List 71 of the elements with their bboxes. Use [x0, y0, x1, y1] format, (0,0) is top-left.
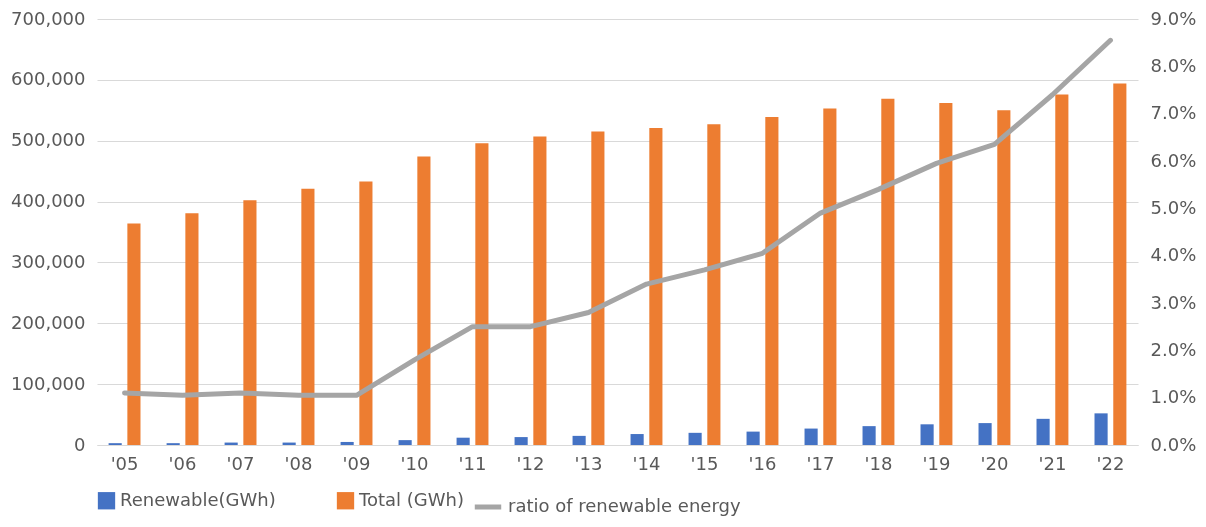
y2-tick-label: 1.0% [1150, 386, 1197, 408]
x-tick-label: '07 [226, 452, 255, 474]
bar [417, 156, 431, 445]
bar [572, 435, 586, 445]
x-tick-label: '06 [168, 452, 197, 474]
legend-label: ratio of renewable energy [508, 495, 741, 516]
bar [649, 127, 663, 445]
x-tick-label: '20 [980, 452, 1009, 474]
x-tick-label: '17 [806, 452, 835, 474]
bar [514, 437, 528, 445]
bar [398, 440, 412, 445]
bar [630, 434, 644, 445]
y2-tick-label: 4.0% [1150, 244, 1197, 266]
bar [881, 98, 895, 445]
bar [978, 423, 992, 445]
y-tick-label: 300,000 [11, 250, 86, 272]
y2-tick-label: 3.0% [1150, 291, 1197, 313]
x-tick-label: '22 [1096, 452, 1125, 474]
bar [862, 426, 876, 445]
bar [765, 116, 779, 445]
y-tick-label: 500,000 [11, 129, 86, 151]
bar [456, 437, 470, 445]
x-tick-label: '05 [110, 452, 139, 474]
bar [1094, 413, 1108, 445]
y-tick-label: 100,000 [11, 372, 86, 394]
bar [707, 124, 721, 445]
x-tick-label: '10 [400, 452, 429, 474]
x-tick-label: '14 [632, 452, 661, 474]
bar [1036, 418, 1050, 445]
y-tick-label: 700,000 [11, 7, 86, 29]
bar [823, 108, 837, 445]
y2-tick-label: 6.0% [1150, 149, 1197, 171]
legend-label: Renewable(GWh) [120, 488, 276, 510]
bar [746, 431, 760, 445]
bar [185, 213, 199, 445]
bar [1113, 83, 1127, 445]
bar [127, 223, 141, 445]
bar [359, 181, 373, 445]
y2-tick-label: 8.0% [1150, 54, 1197, 76]
bar [475, 143, 489, 445]
x-tick-label: '21 [1038, 452, 1067, 474]
y2-tick-label: 9.0% [1150, 7, 1197, 29]
x-tick-label: '15 [690, 452, 719, 474]
bar [939, 102, 953, 445]
x-tick-label: '13 [574, 452, 603, 474]
bar [591, 131, 605, 445]
y2-tick-label: 7.0% [1150, 102, 1197, 124]
x-tick-label: '08 [284, 452, 313, 474]
x-tick-label: '12 [516, 452, 545, 474]
bar [340, 441, 354, 445]
bar [243, 200, 257, 445]
y2-tick-label: 2.0% [1150, 338, 1197, 360]
y2-tick-label: 5.0% [1150, 196, 1197, 218]
bar [301, 188, 315, 445]
x-tick-label: '18 [864, 452, 893, 474]
x-tick-label: '11 [458, 452, 487, 474]
y2-tick-label: 0.0% [1150, 433, 1197, 455]
bar [533, 136, 547, 445]
y-tick-label: 400,000 [11, 190, 86, 212]
bar [1055, 94, 1069, 445]
y-tick-label: 600,000 [11, 68, 86, 90]
bar [920, 424, 934, 445]
y-tick-label: 200,000 [11, 311, 86, 333]
x-tick-label: '09 [342, 452, 371, 474]
x-tick-label: '16 [748, 452, 777, 474]
bar [688, 432, 702, 445]
bar [804, 428, 818, 445]
bar [997, 110, 1011, 445]
y-tick-label: 0 [74, 433, 86, 455]
legend-label: Total (GWh) [358, 488, 464, 510]
x-tick-label: '19 [922, 452, 951, 474]
